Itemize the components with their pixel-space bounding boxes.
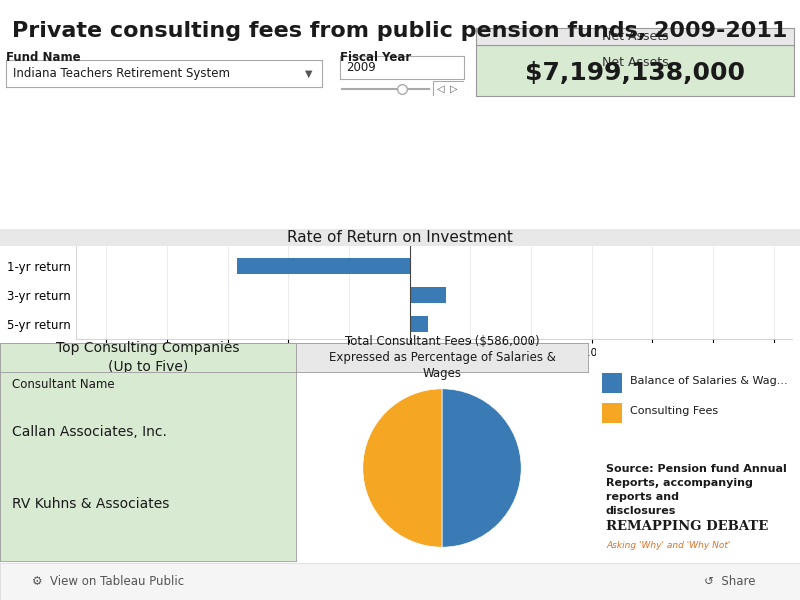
Bar — [238, 259, 410, 274]
Wedge shape — [442, 389, 522, 547]
Text: Private consulting fees from public pension funds, 2009-2011: Private consulting fees from public pens… — [12, 21, 788, 41]
Text: 2009: 2009 — [346, 61, 376, 74]
FancyBboxPatch shape — [602, 403, 622, 423]
Text: ⚙  View on Tableau Public: ⚙ View on Tableau Public — [32, 575, 184, 588]
X-axis label: Rate of Return: Rate of Return — [391, 361, 477, 374]
Text: Indiana Teachers Retirement System: Indiana Teachers Retirement System — [13, 67, 230, 80]
Bar — [410, 287, 446, 304]
Text: Net Assets: Net Assets — [602, 30, 669, 43]
Text: $7,199,138,000: $7,199,138,000 — [526, 61, 746, 85]
Text: Source: Pension fund Annual
Reports, accompanying
reports and
disclosures: Source: Pension fund Annual Reports, acc… — [606, 464, 786, 516]
Bar — [410, 316, 428, 332]
Text: Total Consultant Fees ($586,000)
Expressed as Percentage of Salaries &
Wages: Total Consultant Fees ($586,000) Express… — [329, 335, 555, 380]
Text: Balance of Salaries & Wag...: Balance of Salaries & Wag... — [630, 376, 788, 386]
Text: Rate of Return on Investment: Rate of Return on Investment — [287, 230, 513, 245]
Wedge shape — [363, 389, 442, 547]
Text: Asking 'Why' and 'Why Not': Asking 'Why' and 'Why Not' — [606, 541, 730, 550]
Text: Net Assets: Net Assets — [602, 56, 669, 69]
Text: RV Kuhns & Associates: RV Kuhns & Associates — [12, 497, 170, 511]
Text: ◁: ◁ — [437, 83, 444, 94]
Text: Top Consulting Companies
(Up to Five): Top Consulting Companies (Up to Five) — [56, 341, 240, 374]
Text: Callan Associates, Inc.: Callan Associates, Inc. — [12, 425, 166, 439]
Text: ▼: ▼ — [306, 68, 313, 79]
Text: ▷: ▷ — [450, 83, 458, 94]
Text: ↺  Share: ↺ Share — [704, 575, 755, 588]
Text: Fund Name: Fund Name — [6, 51, 81, 64]
Text: Consultant Name: Consultant Name — [12, 377, 114, 391]
Text: Consulting Fees: Consulting Fees — [630, 406, 718, 416]
Text: REMAPPING DEBATE: REMAPPING DEBATE — [606, 520, 768, 533]
Text: Fiscal Year: Fiscal Year — [340, 51, 411, 64]
FancyBboxPatch shape — [602, 373, 622, 392]
Text: Pie Category: Pie Category — [606, 352, 696, 364]
